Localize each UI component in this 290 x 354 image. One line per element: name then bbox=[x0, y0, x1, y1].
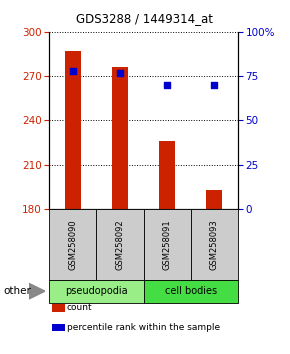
Text: GDS3288 / 1449314_at: GDS3288 / 1449314_at bbox=[77, 12, 213, 25]
Text: GSM258092: GSM258092 bbox=[115, 219, 124, 270]
Bar bbox=[49, 280, 144, 303]
Point bbox=[212, 82, 217, 88]
Text: pseudopodia: pseudopodia bbox=[65, 286, 128, 296]
Text: GSM258091: GSM258091 bbox=[163, 219, 172, 270]
Text: GSM258090: GSM258090 bbox=[68, 219, 77, 270]
Bar bbox=[65, 51, 81, 209]
Bar bbox=[49, 209, 96, 280]
Point bbox=[70, 68, 75, 74]
Point bbox=[118, 70, 122, 75]
Bar bbox=[206, 190, 222, 209]
Text: GSM258093: GSM258093 bbox=[210, 219, 219, 270]
Bar bbox=[144, 280, 238, 303]
Bar bbox=[159, 141, 175, 209]
Polygon shape bbox=[29, 283, 45, 299]
Point bbox=[165, 82, 169, 88]
Text: other: other bbox=[3, 286, 31, 296]
Bar bbox=[191, 209, 238, 280]
Bar bbox=[112, 67, 128, 209]
Bar bbox=[96, 209, 144, 280]
Text: percentile rank within the sample: percentile rank within the sample bbox=[67, 323, 220, 332]
Text: count: count bbox=[67, 303, 92, 313]
Bar bbox=[144, 209, 191, 280]
Text: cell bodies: cell bodies bbox=[165, 286, 217, 296]
